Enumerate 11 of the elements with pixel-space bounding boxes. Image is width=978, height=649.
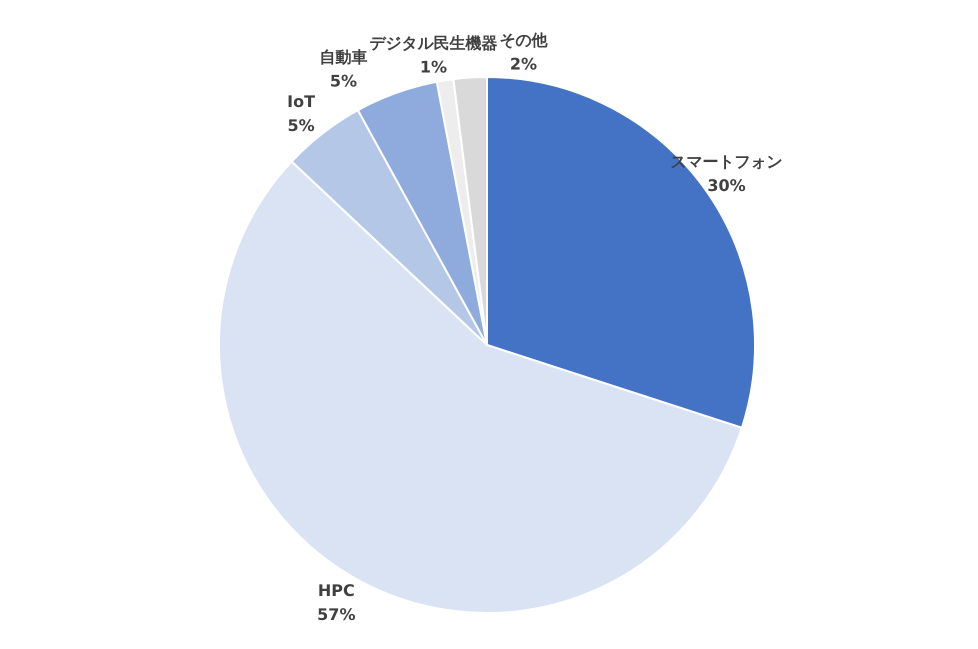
data-label: 5%	[288, 116, 315, 136]
slice-label: デジタル民生機器	[369, 34, 498, 53]
data-label: 57%	[317, 604, 356, 624]
data-label: 5%	[330, 72, 358, 90]
data-label: 2%	[510, 54, 538, 74]
slice-label: 自動車	[319, 48, 368, 66]
slice-label: HPC	[318, 580, 355, 600]
data-label: 30%	[707, 176, 746, 196]
slice-label: IoT	[287, 92, 316, 112]
slice-label: その他	[499, 30, 548, 50]
data-label: 1%	[420, 58, 448, 77]
